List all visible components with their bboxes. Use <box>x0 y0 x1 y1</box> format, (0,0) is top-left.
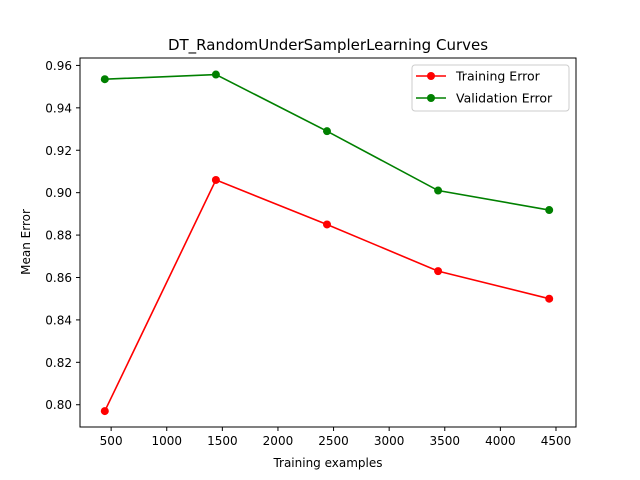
x-axis: 500 1000 1500 2000 2500 3000 3500 4000 4500 <box>100 427 572 448</box>
x-tick-label: 1000 <box>151 434 182 448</box>
axes-frame <box>79 57 577 428</box>
legend: Training Error Validation Error <box>411 64 570 112</box>
x-tick-label: 1500 <box>207 434 238 448</box>
data-point <box>211 175 220 184</box>
x-tick-label: 2000 <box>263 434 294 448</box>
x-tick-label: 2500 <box>318 434 349 448</box>
data-point <box>434 267 443 276</box>
legend-entry-label: Validation Error <box>456 91 553 106</box>
x-tick-label: 3500 <box>429 434 460 448</box>
y-tick-label: 0.80 <box>45 398 72 412</box>
legend-marker <box>427 94 435 102</box>
y-axis-title: Mean Error <box>19 209 33 275</box>
data-point <box>545 294 554 303</box>
legend-entry-label: Training Error <box>455 69 541 84</box>
y-tick-label: 0.92 <box>45 144 72 158</box>
x-tick-label: 4500 <box>541 434 572 448</box>
x-axis-title: Training examples <box>272 456 382 470</box>
y-tick-label: 0.88 <box>45 229 72 243</box>
legend-box <box>411 64 570 112</box>
data-point <box>322 127 331 136</box>
legend-marker <box>427 72 435 80</box>
y-tick-label: 0.94 <box>45 101 72 115</box>
chart-title: DT_RandomUnderSamplerLearning Curves <box>168 36 488 55</box>
x-tick-label: 3000 <box>374 434 405 448</box>
y-tick-label: 0.90 <box>45 186 72 200</box>
x-tick-label: 500 <box>100 434 123 448</box>
y-tick-label: 0.96 <box>45 59 72 73</box>
data-point <box>322 220 331 229</box>
y-tick-label: 0.82 <box>45 356 72 370</box>
data-point <box>434 186 443 195</box>
plot-area <box>100 70 554 416</box>
y-tick-label: 0.84 <box>45 313 72 327</box>
x-tick-label: 4000 <box>485 434 516 448</box>
data-point <box>545 206 554 215</box>
data-point <box>100 407 109 416</box>
data-point <box>211 70 220 79</box>
y-tick-label: 0.86 <box>45 271 72 285</box>
y-axis: 0.80 0.82 0.84 0.86 0.88 0.90 0.92 0.94 0.96 <box>45 59 80 412</box>
data-point <box>100 75 109 84</box>
